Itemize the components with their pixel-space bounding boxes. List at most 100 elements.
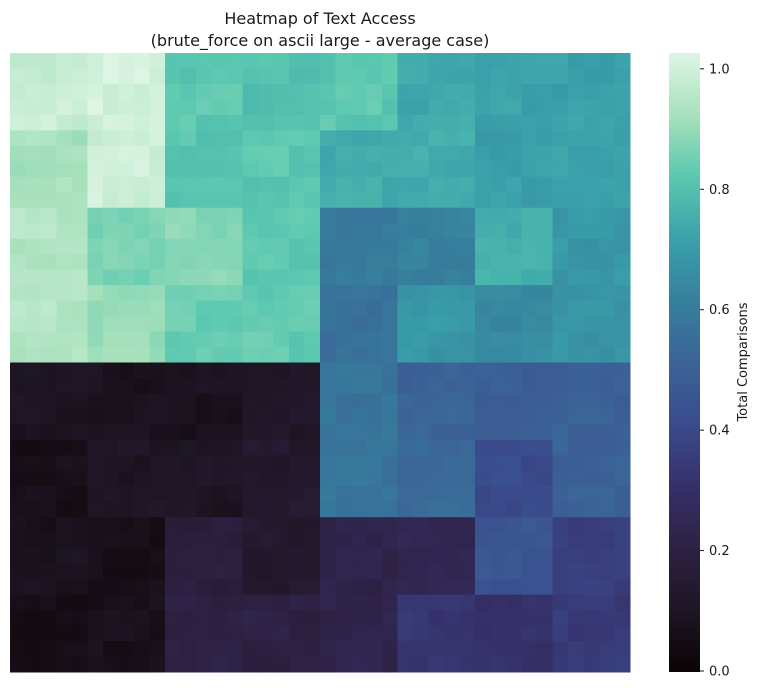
- heatmap-cell: [382, 563, 398, 580]
- heatmap-cell: [25, 176, 42, 193]
- heatmap-cell: [490, 408, 507, 425]
- heatmap-cell: [304, 192, 321, 209]
- heatmap-cell: [382, 145, 398, 162]
- heatmap-cell: [475, 176, 491, 193]
- heatmap-cell: [72, 99, 88, 116]
- heatmap-cell: [72, 579, 88, 596]
- heatmap-cell: [599, 424, 615, 441]
- heatmap-cell: [614, 269, 631, 286]
- heatmap-cell: [10, 316, 26, 333]
- heatmap-cell: [552, 439, 569, 456]
- heatmap-cell: [552, 470, 569, 487]
- heatmap-cell: [258, 300, 274, 317]
- heatmap-cell: [242, 130, 259, 147]
- heatmap-cell: [289, 517, 305, 534]
- heatmap-cell: [180, 470, 197, 487]
- heatmap-cell: [134, 625, 150, 642]
- heatmap-cell: [521, 501, 538, 518]
- heatmap-cell: [180, 641, 197, 658]
- heatmap-cell: [165, 486, 181, 503]
- heatmap-cell: [41, 114, 57, 131]
- heatmap-cell: [196, 439, 212, 456]
- heatmap-cell: [304, 316, 321, 333]
- heatmap-cell: [72, 331, 88, 348]
- heatmap-cell: [335, 300, 352, 317]
- heatmap-cell: [568, 377, 584, 394]
- heatmap-cell: [227, 548, 243, 565]
- heatmap-cell: [614, 83, 631, 100]
- heatmap-cell: [103, 176, 119, 193]
- heatmap-cell: [614, 192, 631, 209]
- heatmap-cell: [149, 393, 166, 410]
- heatmap-cell: [428, 424, 445, 441]
- heatmap-cell: [366, 393, 383, 410]
- heatmap-cell: [428, 393, 445, 410]
- heatmap-cell: [428, 285, 445, 302]
- heatmap-cell: [289, 114, 305, 131]
- heatmap-cell: [382, 161, 398, 178]
- heatmap-cell: [25, 130, 42, 147]
- heatmap-cell: [459, 532, 476, 549]
- heatmap-cell: [444, 269, 460, 286]
- heatmap-cell: [289, 625, 305, 642]
- heatmap-cell: [304, 439, 321, 456]
- heatmap-cell: [134, 517, 150, 534]
- heatmap-cell: [304, 114, 321, 131]
- heatmap-cell: [506, 579, 522, 596]
- heatmap-cell: [180, 393, 197, 410]
- heatmap-cell: [459, 563, 476, 580]
- heatmap-cell: [475, 393, 491, 410]
- heatmap-cell: [258, 486, 274, 503]
- heatmap-cell: [72, 610, 88, 627]
- heatmap-cell: [351, 176, 367, 193]
- heatmap-cell: [459, 207, 476, 224]
- heatmap-cell: [227, 300, 243, 317]
- heatmap-cell: [180, 594, 197, 611]
- heatmap-cell: [335, 486, 352, 503]
- heatmap-cell: [475, 331, 491, 348]
- heatmap-cell: [134, 331, 150, 348]
- heatmap-cell: [56, 393, 73, 410]
- heatmap-cell: [87, 439, 104, 456]
- heatmap-cell: [103, 145, 119, 162]
- heatmap-cell: [72, 53, 88, 69]
- heatmap-cell: [56, 269, 73, 286]
- heatmap-cell: [459, 579, 476, 596]
- heatmap-cell: [521, 176, 538, 193]
- heatmap-cell: [537, 68, 553, 85]
- heatmap-cell: [475, 207, 491, 224]
- heatmap-cell: [537, 192, 553, 209]
- heatmap-cell: [227, 641, 243, 658]
- heatmap-cell: [180, 145, 197, 162]
- heatmap-cell: [521, 347, 538, 363]
- heatmap-cell: [397, 223, 414, 240]
- heatmap-cell: [103, 161, 119, 178]
- heatmap-cell: [382, 347, 398, 363]
- heatmap-cell: [599, 316, 615, 333]
- heatmap-cell: [413, 285, 429, 302]
- heatmap-cell: [366, 53, 383, 69]
- heatmap-cell: [87, 347, 104, 363]
- heatmap-cell: [72, 207, 88, 224]
- heatmap-cell: [444, 83, 460, 100]
- heatmap-cell: [10, 486, 26, 503]
- heatmap-cell: [10, 176, 26, 193]
- heatmap-cell: [444, 656, 460, 673]
- heatmap-cell: [537, 254, 553, 271]
- heatmap-cell: [568, 316, 584, 333]
- heatmap-cell: [103, 130, 119, 147]
- heatmap-cell: [366, 439, 383, 456]
- heatmap-cell: [583, 548, 600, 565]
- heatmap-cell: [552, 579, 569, 596]
- heatmap-cell: [103, 99, 119, 116]
- heatmap-cell: [304, 656, 321, 673]
- heatmap-cell: [289, 641, 305, 658]
- heatmap-cell: [428, 377, 445, 394]
- heatmap-cell: [475, 625, 491, 642]
- heatmap-cell: [506, 192, 522, 209]
- heatmap-cell: [366, 331, 383, 348]
- heatmap-cell: [273, 114, 290, 131]
- heatmap-cell: [428, 300, 445, 317]
- heatmap-cell: [351, 501, 367, 518]
- heatmap-cell: [87, 68, 104, 85]
